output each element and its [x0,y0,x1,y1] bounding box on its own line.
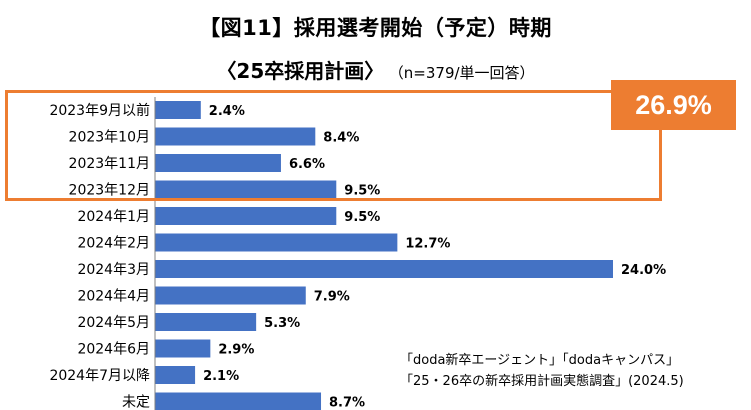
category-label: 2023年9月以前 [49,102,150,119]
value-label: 8.4% [323,131,359,146]
category-label: 2024年5月 [77,315,150,331]
value-label: 12.7% [405,237,450,252]
bar [155,392,322,410]
bars-layer: 2023年9月以前 2.4% 2023年10月 8.4% 2023年11月 6.6% 202… [49,101,666,410]
highlight-box [5,90,662,201]
bar [155,260,613,278]
value-label: 5.3% [264,316,300,331]
bar [155,286,306,305]
value-label: 6.6% [289,157,325,172]
bar [155,313,257,331]
source-line-1: 「doda新卒エージェント」「dodaキャンパス」 [400,353,680,368]
subtitle-main: 〈25卒採用計画〉 [216,59,385,83]
category-label: 2024年6月 [77,342,150,358]
value-label: 2.1% [203,369,239,384]
category-label: 2024年2月 [77,236,150,252]
chart-subtitle: 〈25卒採用計画〉 （n=379/単一回答） [0,55,751,84]
sample-note: （n=379/単一回答） [396,64,535,82]
value-label: 24.0% [621,263,666,278]
bar [155,233,398,252]
value-label: 2.9% [218,343,254,358]
value-label: 9.5% [344,184,380,199]
category-label: 2024年1月 [77,209,150,225]
category-label: 2023年12月 [69,183,150,199]
value-label: 7.9% [314,290,350,305]
category-label: 2024年3月 [77,262,150,278]
bar [155,101,201,119]
category-label: 2024年4月 [77,289,150,305]
category-label: 2023年10月 [69,130,150,146]
category-label: 未定 [122,395,150,410]
bar [155,180,337,199]
bar [155,207,337,225]
highlight-badge: 26.9% [611,80,736,130]
value-label: 2.4% [209,104,245,119]
category-label: 2023年11月 [69,156,150,172]
source-line-2: 「25・26卒の新卒採用計画実態調査」(2024.5) [400,374,684,389]
source-note: 「doda新卒エージェント」「dodaキャンパス」 「25・26卒の新卒採用計画… [400,350,684,392]
value-label: 8.7% [329,396,365,410]
category-label: 2024年7月以降 [49,368,150,384]
bar [155,339,211,358]
chart-title: 【図11】採用選考開始（予定）時期 [199,16,552,40]
bar [155,366,196,384]
value-label: 9.5% [344,210,380,225]
bar [155,154,281,172]
bar [155,127,316,146]
